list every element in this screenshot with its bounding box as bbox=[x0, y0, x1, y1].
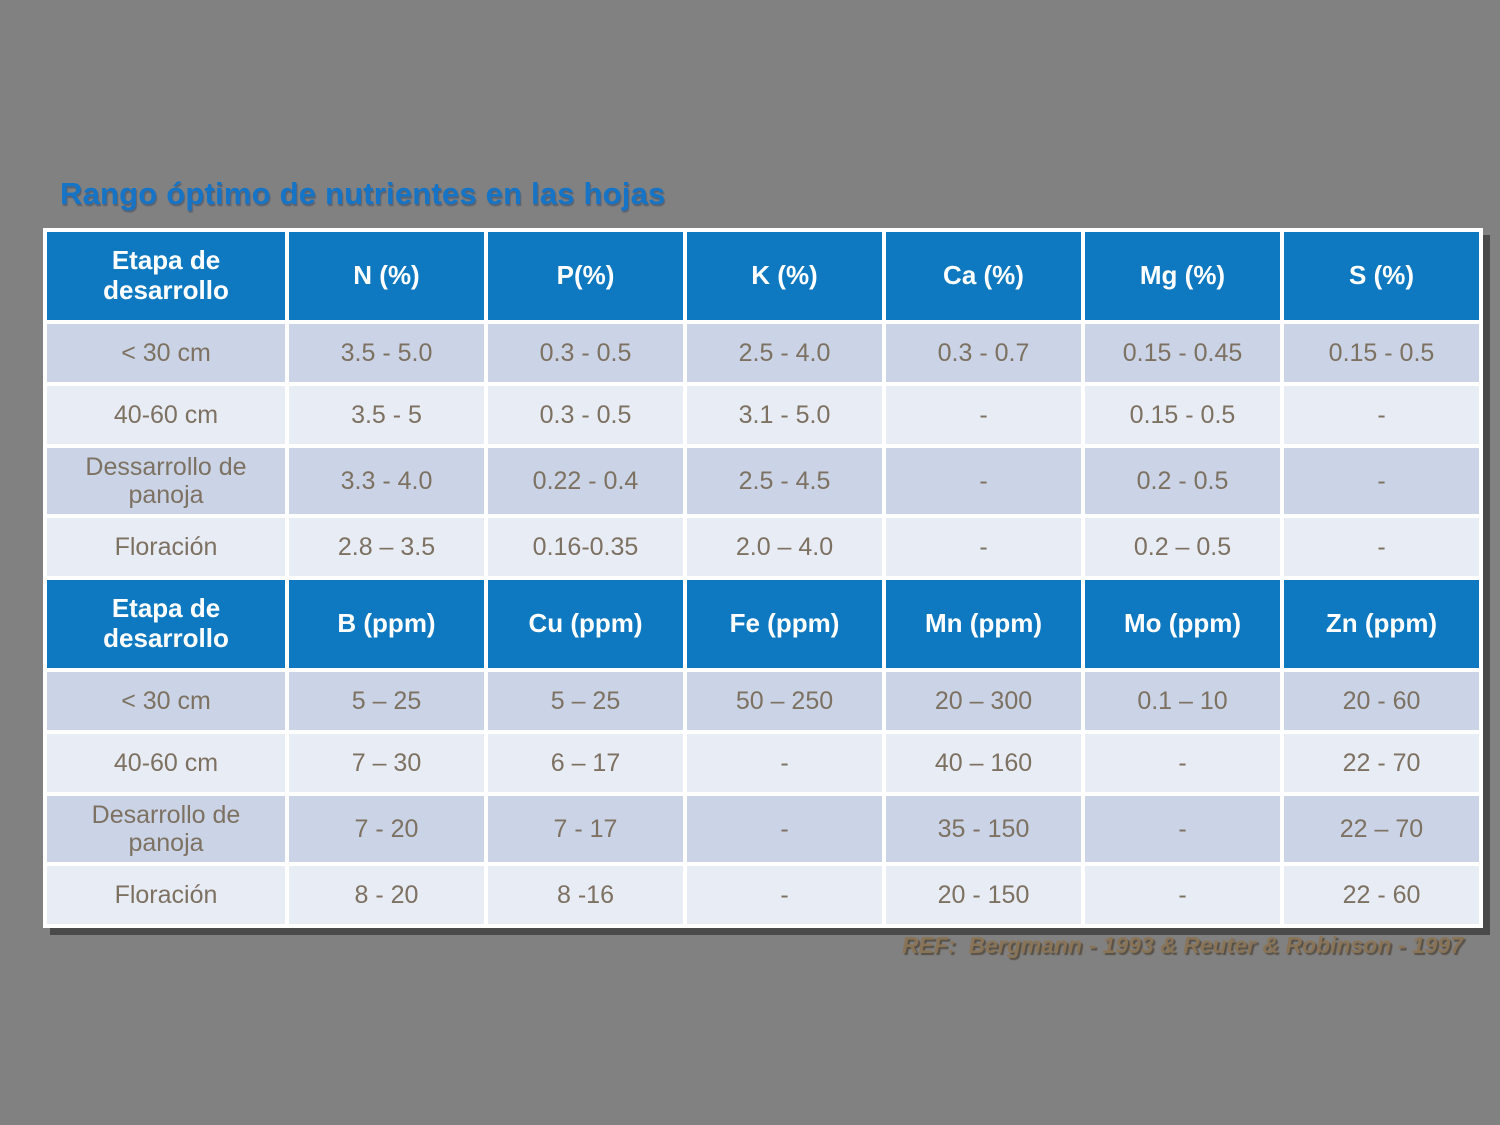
value-cell: 5 – 25 bbox=[488, 672, 683, 730]
value-cell: - bbox=[886, 448, 1081, 514]
column-header: Etapa de desarrollo bbox=[47, 232, 285, 320]
value-cell: 0.15 - 0.5 bbox=[1085, 386, 1280, 444]
row-label: Floración bbox=[47, 518, 285, 576]
value-cell: 0.15 - 0.5 bbox=[1284, 324, 1479, 382]
value-cell: 20 – 300 bbox=[886, 672, 1081, 730]
value-cell: 2.0 – 4.0 bbox=[687, 518, 882, 576]
value-cell: 8 - 20 bbox=[289, 866, 484, 924]
value-cell: 0.3 - 0.5 bbox=[488, 386, 683, 444]
value-cell: - bbox=[687, 866, 882, 924]
row-label: Floración bbox=[47, 866, 285, 924]
value-cell: 20 - 150 bbox=[886, 866, 1081, 924]
row-label: 40-60 cm bbox=[47, 734, 285, 792]
value-cell: - bbox=[886, 518, 1081, 576]
reference-note: REF: Bergmann - 1993 & Reuter & Robinson… bbox=[901, 932, 1463, 958]
value-cell: - bbox=[1284, 448, 1479, 514]
value-cell: 3.3 - 4.0 bbox=[289, 448, 484, 514]
column-header: P(%) bbox=[488, 232, 683, 320]
column-header: Etapa de desarrollo bbox=[47, 580, 285, 668]
table-row: 40-60 cm 7 – 30 6 – 17-40 – 160-22 - 70 bbox=[47, 734, 1479, 792]
row-label: Dessarrollo de panoja bbox=[47, 448, 285, 514]
column-header: B (ppm) bbox=[289, 580, 484, 668]
row-label: Desarrollo de panoja bbox=[47, 796, 285, 862]
value-cell: 0.15 - 0.45 bbox=[1085, 324, 1280, 382]
column-header: Zn (ppm) bbox=[1284, 580, 1479, 668]
table-row: < 30 cm 5 – 25 5 – 25 50 – 250 20 – 300 0.1 –… bbox=[47, 672, 1479, 730]
value-cell: 22 - 70 bbox=[1284, 734, 1479, 792]
value-cell: 2.5 - 4.5 bbox=[687, 448, 882, 514]
value-cell: 22 - 60 bbox=[1284, 866, 1479, 924]
column-header: Ca (%) bbox=[886, 232, 1081, 320]
table-row: Floración 8 - 20 8 -16-20 - 150-22 - 60 bbox=[47, 866, 1479, 924]
value-cell: 3.1 - 5.0 bbox=[687, 386, 882, 444]
value-cell: 40 – 160 bbox=[886, 734, 1081, 792]
value-cell: - bbox=[886, 386, 1081, 444]
value-cell: - bbox=[1284, 518, 1479, 576]
table-row: 40-60 cm 3.5 - 5 0.3 - 0.5 3.1 - 5.0-0.15 -… bbox=[47, 386, 1479, 444]
row-label: 40-60 cm bbox=[47, 386, 285, 444]
value-cell: 0.16-0.35 bbox=[488, 518, 683, 576]
value-cell: 5 – 25 bbox=[289, 672, 484, 730]
nutrient-table: Etapa de desarrollo N (%) P(%) K (%) Ca (%) M… bbox=[43, 228, 1483, 928]
value-cell: 2.8 – 3.5 bbox=[289, 518, 484, 576]
value-cell: 8 -16 bbox=[488, 866, 683, 924]
value-cell: 0.1 – 10 bbox=[1085, 672, 1280, 730]
nutrient-table-container: Etapa de desarrollo N (%) P(%) K (%) Ca (%) M… bbox=[43, 228, 1483, 928]
value-cell: 7 - 20 bbox=[289, 796, 484, 862]
value-cell: 2.5 - 4.0 bbox=[687, 324, 882, 382]
value-cell: 6 – 17 bbox=[488, 734, 683, 792]
value-cell: 3.5 - 5.0 bbox=[289, 324, 484, 382]
value-cell: - bbox=[1085, 734, 1280, 792]
value-cell: - bbox=[687, 796, 882, 862]
header-row-ppm-section: Etapa de desarrollo B (ppm) Cu (ppm) Fe (pp… bbox=[47, 580, 1479, 668]
value-cell: 50 – 250 bbox=[687, 672, 882, 730]
column-header: Mg (%) bbox=[1085, 232, 1280, 320]
column-header: Mo (ppm) bbox=[1085, 580, 1280, 668]
row-label: < 30 cm bbox=[47, 672, 285, 730]
value-cell: 0.2 – 0.5 bbox=[1085, 518, 1280, 576]
column-header: N (%) bbox=[289, 232, 484, 320]
value-cell: 0.22 - 0.4 bbox=[488, 448, 683, 514]
column-header: Fe (ppm) bbox=[687, 580, 882, 668]
value-cell: - bbox=[1284, 386, 1479, 444]
nutrient-table-body: Etapa de desarrollo N (%) P(%) K (%) Ca (%) M… bbox=[47, 232, 1479, 924]
table-row: Floración 2.8 – 3.5 0.16-0.35 2.0 – 4.0-0.2… bbox=[47, 518, 1479, 576]
header-row-percent-section: Etapa de desarrollo N (%) P(%) K (%) Ca (%) M… bbox=[47, 232, 1479, 320]
value-cell: 7 - 17 bbox=[488, 796, 683, 862]
value-cell: 0.2 - 0.5 bbox=[1085, 448, 1280, 514]
value-cell: 0.3 - 0.5 bbox=[488, 324, 683, 382]
value-cell: 3.5 - 5 bbox=[289, 386, 484, 444]
column-header: Mn (ppm) bbox=[886, 580, 1081, 668]
column-header: S (%) bbox=[1284, 232, 1479, 320]
page-title: Rango óptimo de nutrientes en las hojas bbox=[60, 176, 666, 211]
table-row: Desarrollo de panoja 7 - 20 7 - 17-35 - 15… bbox=[47, 796, 1479, 862]
value-cell: - bbox=[687, 734, 882, 792]
column-header: Cu (ppm) bbox=[488, 580, 683, 668]
value-cell: 22 – 70 bbox=[1284, 796, 1479, 862]
row-label: < 30 cm bbox=[47, 324, 285, 382]
value-cell: 0.3 - 0.7 bbox=[886, 324, 1081, 382]
value-cell: - bbox=[1085, 866, 1280, 924]
column-header: K (%) bbox=[687, 232, 882, 320]
value-cell: 7 – 30 bbox=[289, 734, 484, 792]
value-cell: 35 - 150 bbox=[886, 796, 1081, 862]
table-row: < 30 cm 3.5 - 5.0 0.3 - 0.5 2.5 - 4.0 0.3 - … bbox=[47, 324, 1479, 382]
table-row: Dessarrollo de panoja 3.3 - 4.0 0.22 - 0.4… bbox=[47, 448, 1479, 514]
value-cell: 20 - 60 bbox=[1284, 672, 1479, 730]
value-cell: - bbox=[1085, 796, 1280, 862]
